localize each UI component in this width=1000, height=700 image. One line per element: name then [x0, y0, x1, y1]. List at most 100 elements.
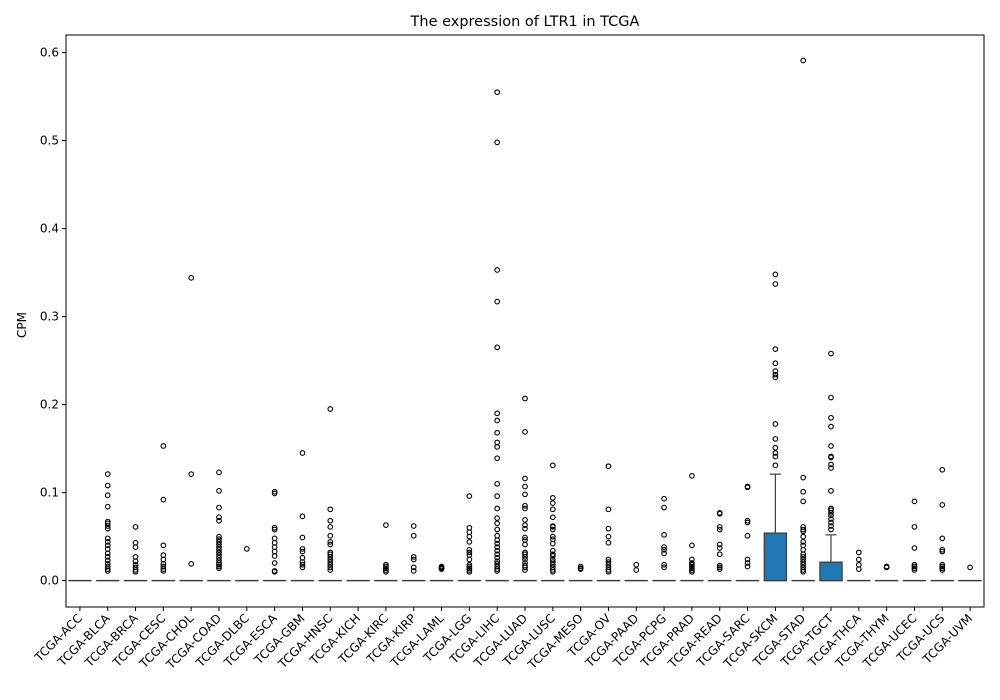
- outlier-point: [744, 560, 751, 566]
- outlier-point: [494, 558, 501, 565]
- outlier-point: [772, 271, 779, 278]
- outlier-point: [911, 565, 918, 572]
- outlier-point: [772, 421, 779, 427]
- outlier-point: [716, 564, 723, 571]
- y-tick-label: 0.6: [40, 46, 59, 60]
- outlier-point: [299, 513, 306, 520]
- outlier-point: [855, 556, 862, 563]
- box-group: [207, 469, 231, 582]
- outlier-point: [188, 471, 195, 477]
- outlier-point: [104, 539, 111, 545]
- outlier-point: [522, 502, 528, 509]
- outlier-point: [327, 532, 334, 539]
- outlier-point: [828, 507, 834, 514]
- outlier-point: [132, 568, 139, 575]
- outlier-point: [466, 539, 473, 545]
- box-group: [457, 493, 482, 582]
- outlier-point: [494, 540, 501, 547]
- outlier-point: [772, 444, 779, 451]
- outlier-point: [327, 561, 334, 568]
- outlier-point: [271, 560, 278, 566]
- outlier-point: [549, 495, 556, 501]
- outlier-point: [689, 473, 695, 479]
- outlier-point: [577, 563, 584, 570]
- outlier-point: [689, 568, 695, 575]
- box-group: [374, 522, 398, 582]
- chart-title: The expression of LTR1 in TCGA: [410, 14, 640, 30]
- outlier-point: [772, 462, 779, 469]
- outlier-point: [494, 89, 501, 96]
- outlier-point: [828, 394, 834, 401]
- outlier-point: [744, 563, 751, 570]
- outlier-point: [800, 526, 807, 533]
- outlier-point: [104, 492, 111, 499]
- outlier-point: [327, 541, 334, 548]
- outlier-point: [160, 542, 167, 549]
- outlier-point: [605, 533, 612, 540]
- outlier-point: [160, 496, 167, 503]
- outlier-point: [299, 546, 306, 552]
- outlier-point: [716, 566, 723, 573]
- outlier-point: [410, 564, 417, 571]
- outlier-point: [772, 436, 779, 442]
- box-group: [819, 350, 843, 582]
- outlier-point: [160, 566, 167, 573]
- outlier-point: [522, 534, 528, 541]
- outlier-point: [828, 523, 834, 529]
- box-group: [235, 546, 259, 582]
- outlier-point: [800, 559, 807, 565]
- outlier-point: [661, 550, 667, 557]
- outlier-point: [494, 515, 501, 521]
- outlier-point: [800, 556, 807, 563]
- outlier-point: [772, 360, 779, 367]
- outlier-point: [466, 493, 473, 499]
- outlier-point: [855, 566, 862, 573]
- outlier-point: [549, 561, 556, 568]
- box-group: [874, 563, 899, 582]
- y-tick-label: 0.1: [40, 486, 59, 500]
- y-axis: 0.0 0.1 0.2 0.3 0.4 0.5 0.6: [40, 46, 66, 588]
- outlier-point: [522, 541, 528, 548]
- outlier-point: [883, 564, 890, 571]
- outlier-point: [828, 350, 834, 357]
- box-group: [429, 563, 454, 582]
- outlier-point: [772, 453, 779, 460]
- outlier-point: [104, 482, 111, 489]
- outlier-point: [939, 535, 946, 542]
- outlier-point: [828, 526, 834, 533]
- box-group: [847, 549, 871, 582]
- outlier-point: [271, 526, 278, 533]
- outlier-point: [494, 455, 501, 462]
- outlier-point: [522, 505, 528, 512]
- outlier-point: [104, 503, 111, 510]
- outlier-point: [327, 553, 334, 560]
- outlier-point: [494, 505, 501, 512]
- outlier-point: [549, 547, 556, 554]
- outlier-point: [522, 429, 528, 435]
- outlier-point: [132, 524, 139, 530]
- outlier-point: [104, 550, 111, 557]
- outlier-point: [522, 491, 528, 498]
- outlier-point: [104, 535, 111, 542]
- outlier-point: [299, 450, 306, 456]
- outlier-point: [689, 561, 695, 568]
- outlier-point: [800, 57, 807, 64]
- outlier-point: [549, 514, 556, 521]
- outlier-point: [605, 525, 612, 532]
- outlier-point: [494, 443, 501, 450]
- outlier-point: [327, 517, 334, 524]
- outlier-point: [466, 549, 473, 556]
- outlier-point: [216, 517, 222, 524]
- outlier-point: [772, 371, 779, 378]
- outlier-point: [494, 493, 501, 499]
- outlier-point: [466, 556, 473, 563]
- outlier-point: [661, 544, 667, 551]
- outlier-point: [104, 520, 111, 527]
- outlier-point: [383, 568, 389, 575]
- outlier-point: [188, 275, 195, 281]
- outlier-point: [911, 563, 918, 570]
- outlier-point: [494, 298, 501, 305]
- outlier-point: [522, 556, 528, 563]
- outlier-point: [494, 568, 501, 574]
- outlier-point: [466, 563, 473, 570]
